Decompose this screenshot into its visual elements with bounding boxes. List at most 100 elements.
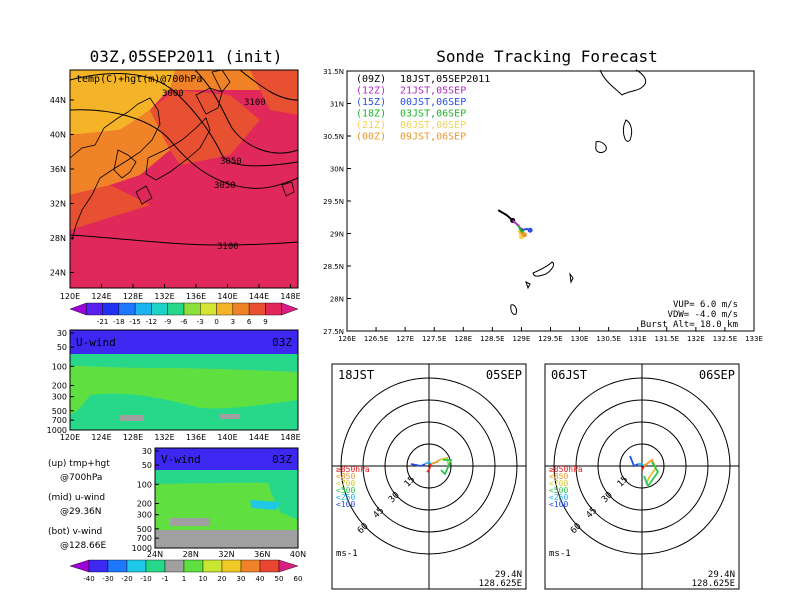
- colorbar-swatch: [281, 302, 299, 316]
- pressure-label: 500: [137, 525, 152, 534]
- pressure-label: 30: [57, 329, 67, 338]
- wind-colorbar-label: -20: [121, 575, 132, 583]
- hodograph-level-label: <700: [549, 479, 568, 488]
- track-lat-label: 28N: [330, 296, 344, 304]
- hodograph-level-label: <850: [336, 472, 355, 481]
- colorbar-label: -6: [181, 318, 189, 326]
- wind-colorbar-label: 10: [199, 575, 208, 583]
- u-wind-lon-label: 144E: [249, 433, 269, 442]
- map-lat-label: 44N: [50, 96, 66, 105]
- colorbar-swatch: [69, 302, 87, 316]
- height-contours: [69, 69, 299, 246]
- u-wind-lon-label: 132E: [154, 433, 174, 442]
- pressure-label: 700: [137, 534, 152, 543]
- track-lat-label: 29N: [330, 231, 344, 239]
- bot-value: @128.66E: [60, 541, 106, 551]
- track-legend-text: 21JST,05SEP: [400, 86, 466, 97]
- wind-colorbar-swatch: [107, 559, 128, 573]
- track-lat-label: 30N: [330, 166, 344, 174]
- wind-colorbar-label: 30: [237, 575, 246, 583]
- track-lon-label: 130E: [571, 335, 589, 343]
- track-legend-text: 09JST,06SEP: [400, 132, 466, 143]
- colorbar-label: -21: [97, 318, 108, 326]
- contour-label-3: 3050: [220, 157, 242, 167]
- map-lat-label: 24N: [50, 269, 66, 278]
- map-lon-label: 140E: [217, 292, 237, 301]
- hodograph-trace: [645, 467, 657, 485]
- v-wind-lat-label: 32N: [218, 550, 234, 559]
- map-lon-label: 124E: [91, 292, 111, 301]
- pressure-label: 30: [142, 447, 152, 456]
- map-lon-label: 136E: [186, 292, 206, 301]
- hodograph-units: ms-1: [549, 549, 571, 559]
- wind-colorbar-label: 20: [218, 575, 227, 583]
- v-wind-lat-label: 40N: [290, 550, 306, 559]
- track-legend-text: 03JST,06SEP: [400, 109, 466, 120]
- colorbar-label: -18: [113, 318, 124, 326]
- colorbar-label: 3: [231, 318, 235, 326]
- hodograph-level-label: <500: [336, 486, 355, 495]
- track-lat-label: 29.5N: [323, 198, 344, 206]
- track-lon-label: 126E: [338, 335, 356, 343]
- u-wind-lon-label: 120E: [60, 433, 80, 442]
- u-wind-lon-label: 136E: [186, 433, 206, 442]
- left-title: 03Z,05SEP2011 (init): [90, 47, 283, 66]
- mid-value: @29.36N: [60, 507, 102, 517]
- pressure-label: 100: [137, 480, 152, 489]
- hodograph-level-label: <500: [549, 486, 568, 495]
- wind-colorbar-swatch: [69, 559, 90, 573]
- track-lon-label: 128E: [454, 335, 472, 343]
- hodograph-lon: 128.625E: [479, 579, 522, 589]
- wind-colorbar-label: 40: [256, 575, 265, 583]
- track-lat-label: 30.5N: [323, 133, 344, 141]
- track-lon-label: 129.5E: [538, 335, 562, 343]
- hodograph-level-label: <250: [549, 493, 568, 502]
- map-panel-title: temp(C)+hgt(m)@700hPa: [76, 74, 202, 85]
- track-lon-label: 127E: [396, 335, 414, 343]
- hodograph-level-label: <100: [549, 500, 568, 509]
- map-lat-label: 40N: [50, 131, 66, 140]
- colorbar-swatch: [216, 302, 234, 316]
- colorbar-label: 0: [214, 318, 218, 326]
- pressure-label: 1000: [47, 426, 67, 435]
- wind-colorbar-label: 50: [275, 575, 284, 583]
- track-lon-label: 128.5E: [480, 335, 504, 343]
- track-lon-label: 127.5E: [422, 335, 446, 343]
- map-lon-label: 132E: [154, 292, 174, 301]
- wind-colorbar-swatch: [221, 559, 242, 573]
- track-legend-text: 18JST,05SEP2011: [400, 74, 490, 85]
- hodograph-trace: [629, 455, 639, 468]
- track-line: [497, 209, 514, 222]
- pressure-label: 200: [52, 381, 67, 390]
- u-wind-time: 03Z: [272, 336, 292, 349]
- up-value: @700hPa: [60, 473, 102, 483]
- hodograph-time: 06JST: [551, 368, 587, 382]
- hodograph-level-label: <250: [336, 493, 355, 502]
- wind-colorbar: -40 -30 -20 -10 -1 1 10 20 30 40 50 60: [69, 559, 302, 583]
- wind-colorbar-label: -40: [83, 575, 94, 583]
- hodograph-level-label: <700: [336, 479, 355, 488]
- v-wind-lat-label: 28N: [183, 550, 199, 559]
- track-lat-label: 27.5N: [323, 328, 344, 336]
- track-legend-code: (21Z): [356, 120, 386, 131]
- colorbar-swatch: [167, 302, 185, 316]
- track-legend-code: (00Z): [356, 132, 386, 143]
- wind-colorbar-swatch: [145, 559, 166, 573]
- panel-legend-text: (up) tmp+hgt @700hPa (mid) u-wind @29.36…: [48, 459, 110, 551]
- wind-colorbar-swatch: [278, 559, 299, 573]
- track-lon-label: 133E: [745, 335, 763, 343]
- track-endpoint: [527, 227, 533, 233]
- up-label: (up) tmp+hgt: [48, 459, 110, 469]
- colorbar-label: 9: [263, 318, 267, 326]
- pressure-label: 500: [52, 407, 67, 416]
- v-wind-time: 03Z: [272, 453, 292, 466]
- contour-label-5: 3100: [217, 242, 239, 252]
- hodograph-trace: [641, 465, 645, 471]
- temperature-map-panel: 3000 3100 3050 3050 3100 temp(C)+hgt(m)@…: [50, 69, 301, 301]
- wind-colorbar-swatch: [240, 559, 261, 573]
- hodograph-level-label: ≥850hPa: [549, 465, 583, 474]
- track-lon-label: 130.5E: [596, 335, 620, 343]
- right-title: Sonde Tracking Forecast: [436, 47, 658, 66]
